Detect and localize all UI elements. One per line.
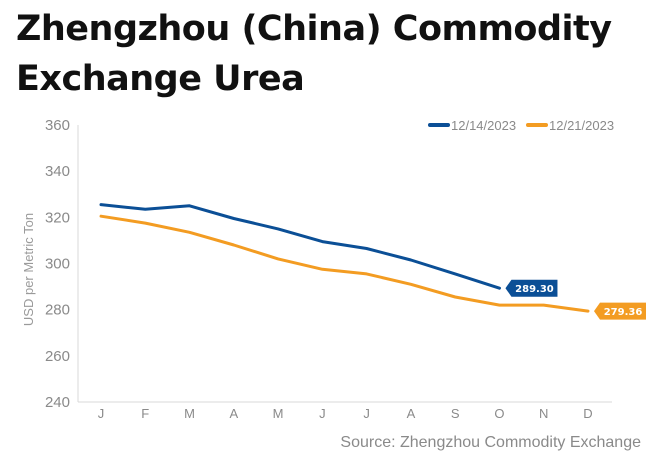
x-tick-label: M <box>184 406 195 421</box>
y-tick-label: 360 <box>45 117 70 134</box>
series-line-2 <box>99 214 590 313</box>
legend-label-1: 12/14/2023 <box>451 118 516 133</box>
x-tick-label: M <box>273 406 284 421</box>
end-value-tag-2 <box>594 302 646 320</box>
y-tick-label: 340 <box>45 163 70 180</box>
end-value-label-2: 279.36 <box>604 307 643 318</box>
series-line-1 <box>99 203 501 290</box>
chart-title: Zhengzhou (China) Commodity Exchange Ure… <box>16 9 612 99</box>
legend-label-2: 12/21/2023 <box>549 118 614 133</box>
x-tick-label: D <box>583 406 592 421</box>
y-tick-label: 240 <box>45 394 70 411</box>
x-tick-label: A <box>407 406 416 421</box>
y-tick-label: 260 <box>45 348 70 365</box>
x-tick-label: O <box>494 406 504 421</box>
x-tick-label: F <box>141 406 149 421</box>
x-tick-label: J <box>319 406 326 421</box>
source-note: Source: Zhengzhou Commodity Exchange <box>340 434 641 451</box>
y-tick-label: 280 <box>45 302 70 319</box>
y-tick-label: 300 <box>45 256 70 273</box>
x-tick-label: A <box>229 406 238 421</box>
y-axis-title: USD per Metric Ton <box>21 213 36 326</box>
x-tick-label: J <box>363 406 370 421</box>
end-value-label-1: 289.30 <box>515 284 554 295</box>
x-tick-label: S <box>451 406 460 421</box>
x-tick-label: J <box>98 406 105 421</box>
x-tick-label: N <box>539 406 548 421</box>
y-tick-label: 320 <box>45 209 70 226</box>
end-value-tag-1 <box>505 279 558 297</box>
